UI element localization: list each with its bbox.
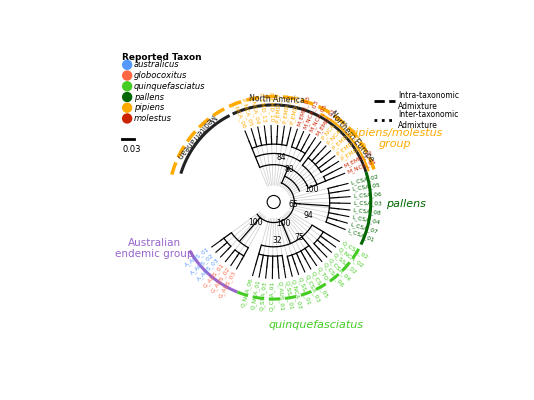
Text: M_NCA_05: M_NCA_05: [309, 103, 328, 133]
Circle shape: [123, 71, 131, 80]
Text: Q_SSA_01: Q_SSA_01: [283, 280, 294, 310]
Text: M_EMD_01: M_EMD_01: [315, 107, 336, 137]
Text: L_CSA_03: L_CSA_03: [353, 200, 382, 207]
Text: P_EMD_13: P_EMD_13: [257, 93, 267, 124]
Text: Q_CSA_01: Q_CSA_01: [269, 281, 275, 311]
Text: P_EMD_09: P_EMD_09: [289, 94, 301, 125]
Text: Q_AUS_01: Q_AUS_01: [277, 281, 284, 311]
Circle shape: [123, 82, 131, 91]
Circle shape: [123, 103, 131, 112]
Text: L_CSA_04: L_CSA_04: [351, 214, 380, 226]
Text: Northern Europe: Northern Europe: [328, 109, 376, 163]
Text: pallens: pallens: [386, 199, 426, 209]
Text: M_NCA_01: M_NCA_01: [346, 158, 377, 175]
Text: Q_CSA_05: Q_CSA_05: [310, 270, 329, 299]
Text: Q_CSA_03: Q_CSA_03: [303, 273, 321, 303]
Circle shape: [123, 92, 131, 102]
Text: P_NCA_02: P_NCA_02: [326, 120, 350, 146]
Text: Mediterranean: Mediterranean: [174, 112, 217, 160]
Text: Q_SSA_02: Q_SSA_02: [332, 252, 358, 276]
Text: A_AUS_03: A_AUS_03: [196, 257, 221, 282]
Text: Intra-taxonomic
Admixture: Intra-taxonomic Admixture: [398, 92, 459, 111]
Text: G_AUS_03: G_AUS_03: [218, 270, 238, 299]
Text: L_CSA_02: L_CSA_02: [350, 173, 379, 186]
Text: P_NCA_03: P_NCA_03: [320, 114, 343, 141]
Text: L_CSA_07: L_CSA_07: [349, 221, 379, 234]
Text: L_CSA_05: L_CSA_05: [351, 182, 381, 192]
Text: Australian
endemic group: Australian endemic group: [115, 238, 193, 260]
Text: Q_SSA_03: Q_SSA_03: [260, 281, 268, 311]
Circle shape: [123, 60, 131, 69]
Text: P_NCA_06: P_NCA_06: [230, 100, 247, 130]
Text: Q_CSA_06: Q_CSA_06: [321, 262, 344, 289]
Text: Q_CSA_02: Q_CSA_02: [340, 240, 369, 261]
Text: M_NCA_03: M_NCA_03: [302, 99, 319, 130]
Text: Q_CSA_04: Q_CSA_04: [327, 257, 352, 283]
Text: P_EMD_10: P_EMD_10: [267, 92, 274, 123]
Text: molestus: molestus: [134, 114, 171, 123]
Circle shape: [123, 114, 131, 123]
Text: Q_TO: Q_TO: [316, 266, 329, 282]
Text: globocoxitus: globocoxitus: [134, 71, 187, 80]
Text: P_EMD_02: P_EMD_02: [331, 126, 357, 151]
Text: quinquefasciatus: quinquefasciatus: [134, 82, 205, 91]
Text: P_NCA_04: P_NCA_04: [248, 95, 260, 125]
Text: pallens: pallens: [134, 92, 164, 102]
Text: Q_SSA_01: Q_SSA_01: [297, 276, 312, 306]
Text: P_EMD_12: P_EMD_12: [282, 93, 292, 124]
Text: 100: 100: [249, 218, 263, 227]
Text: 80: 80: [284, 164, 294, 174]
Text: L_CSA_01: L_CSA_01: [347, 228, 375, 243]
Text: 0.03: 0.03: [122, 145, 141, 154]
Text: M_EMD_03: M_EMD_03: [295, 95, 311, 128]
Text: Q_NCA_03: Q_NCA_03: [290, 278, 303, 310]
Text: G_AUS_02: G_AUS_02: [210, 266, 232, 294]
Text: 84: 84: [277, 153, 286, 162]
Text: 100: 100: [304, 185, 319, 194]
Text: Q_NCA_02: Q_NCA_02: [336, 246, 364, 269]
Text: G_AUS_01: G_AUS_01: [203, 262, 226, 289]
Text: A_AUS_02: A_AUS_02: [190, 252, 216, 276]
Text: P_EMD_07: P_EMD_07: [275, 92, 282, 123]
Text: L_CSA_06: L_CSA_06: [352, 192, 382, 199]
Text: P_EMD_08: P_EMD_08: [340, 141, 368, 162]
Text: 75: 75: [294, 234, 304, 242]
Text: pipiens: pipiens: [134, 103, 164, 112]
Text: 94: 94: [303, 212, 313, 220]
Text: Reported Taxon: Reported Taxon: [122, 53, 202, 62]
Text: 32: 32: [272, 236, 282, 245]
Text: pipiens/molestus
group: pipiens/molestus group: [348, 128, 442, 149]
Text: quinquefasciatus: quinquefasciatus: [268, 320, 363, 330]
Text: North America: North America: [249, 94, 305, 105]
Text: Q_NCA_06: Q_NCA_06: [241, 278, 255, 308]
Text: australicus: australicus: [134, 60, 179, 69]
Text: 65: 65: [288, 200, 298, 209]
Text: P_NCA_05: P_NCA_05: [239, 97, 253, 127]
Text: M_EMD_02: M_EMD_02: [343, 149, 374, 168]
Text: A_AUS_01: A_AUS_01: [184, 246, 211, 268]
Text: L_CSA_08: L_CSA_08: [352, 208, 381, 216]
Text: P_EMD_01: P_EMD_01: [335, 134, 363, 156]
Text: 100: 100: [276, 219, 291, 228]
Text: Q_NCA_01: Q_NCA_01: [250, 279, 261, 310]
Text: Inter-taxonomic
Admixture: Inter-taxonomic Admixture: [398, 110, 458, 130]
